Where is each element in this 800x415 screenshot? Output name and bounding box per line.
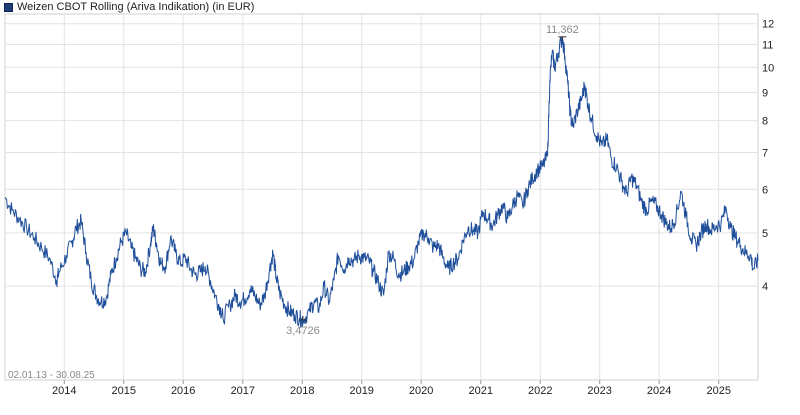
x-tick-label: 2019: [349, 385, 373, 397]
x-tick-label: 2020: [409, 385, 433, 397]
x-tick-label: 2014: [52, 385, 76, 397]
chart-legend: Weizen CBOT Rolling (Ariva Indikation) (…: [4, 0, 254, 14]
y-tick-label: 6: [762, 184, 768, 196]
y-tick-label: 4: [762, 281, 768, 293]
x-tick-label: 2024: [647, 385, 671, 397]
y-tick-label: 8: [762, 116, 768, 128]
min-value-label: 3,4726: [286, 325, 320, 337]
y-tick-label: 7: [762, 147, 768, 159]
grid-lines: [5, 14, 758, 380]
legend-label: Weizen CBOT Rolling (Ariva Indikation) (…: [17, 1, 255, 13]
date-range-label: 02.01.13 - 30.08.25: [8, 370, 95, 381]
y-axis: 4 5 6 7 8 9 10 11 12: [762, 19, 774, 293]
annotations: 11,362 3,4726: [286, 24, 579, 337]
y-tick-label: 11: [762, 40, 773, 52]
y-tick-label: 12: [762, 19, 774, 31]
x-tick-label: 2025: [707, 385, 731, 397]
y-tick-label: 5: [762, 228, 768, 240]
x-tick-label: 2018: [290, 385, 314, 397]
x-tick-label: 2017: [231, 385, 255, 397]
y-tick-label: 10: [762, 62, 774, 74]
x-tick-label: 2015: [111, 385, 135, 397]
max-value-label: 11,362: [546, 24, 579, 36]
x-tick-label: 2021: [469, 385, 493, 397]
legend-swatch: [4, 2, 13, 12]
x-tick-label: 2023: [587, 385, 611, 397]
price-line: [4, 36, 759, 328]
x-tick-label: 2022: [528, 385, 552, 397]
plot-area: [4, 13, 759, 381]
x-axis: 2014 2015 2016 2017 2018 2019 2020 2021 2022 2023…: [52, 380, 731, 397]
x-tick-label: 2016: [171, 385, 195, 397]
y-tick-label: 9: [762, 87, 768, 99]
